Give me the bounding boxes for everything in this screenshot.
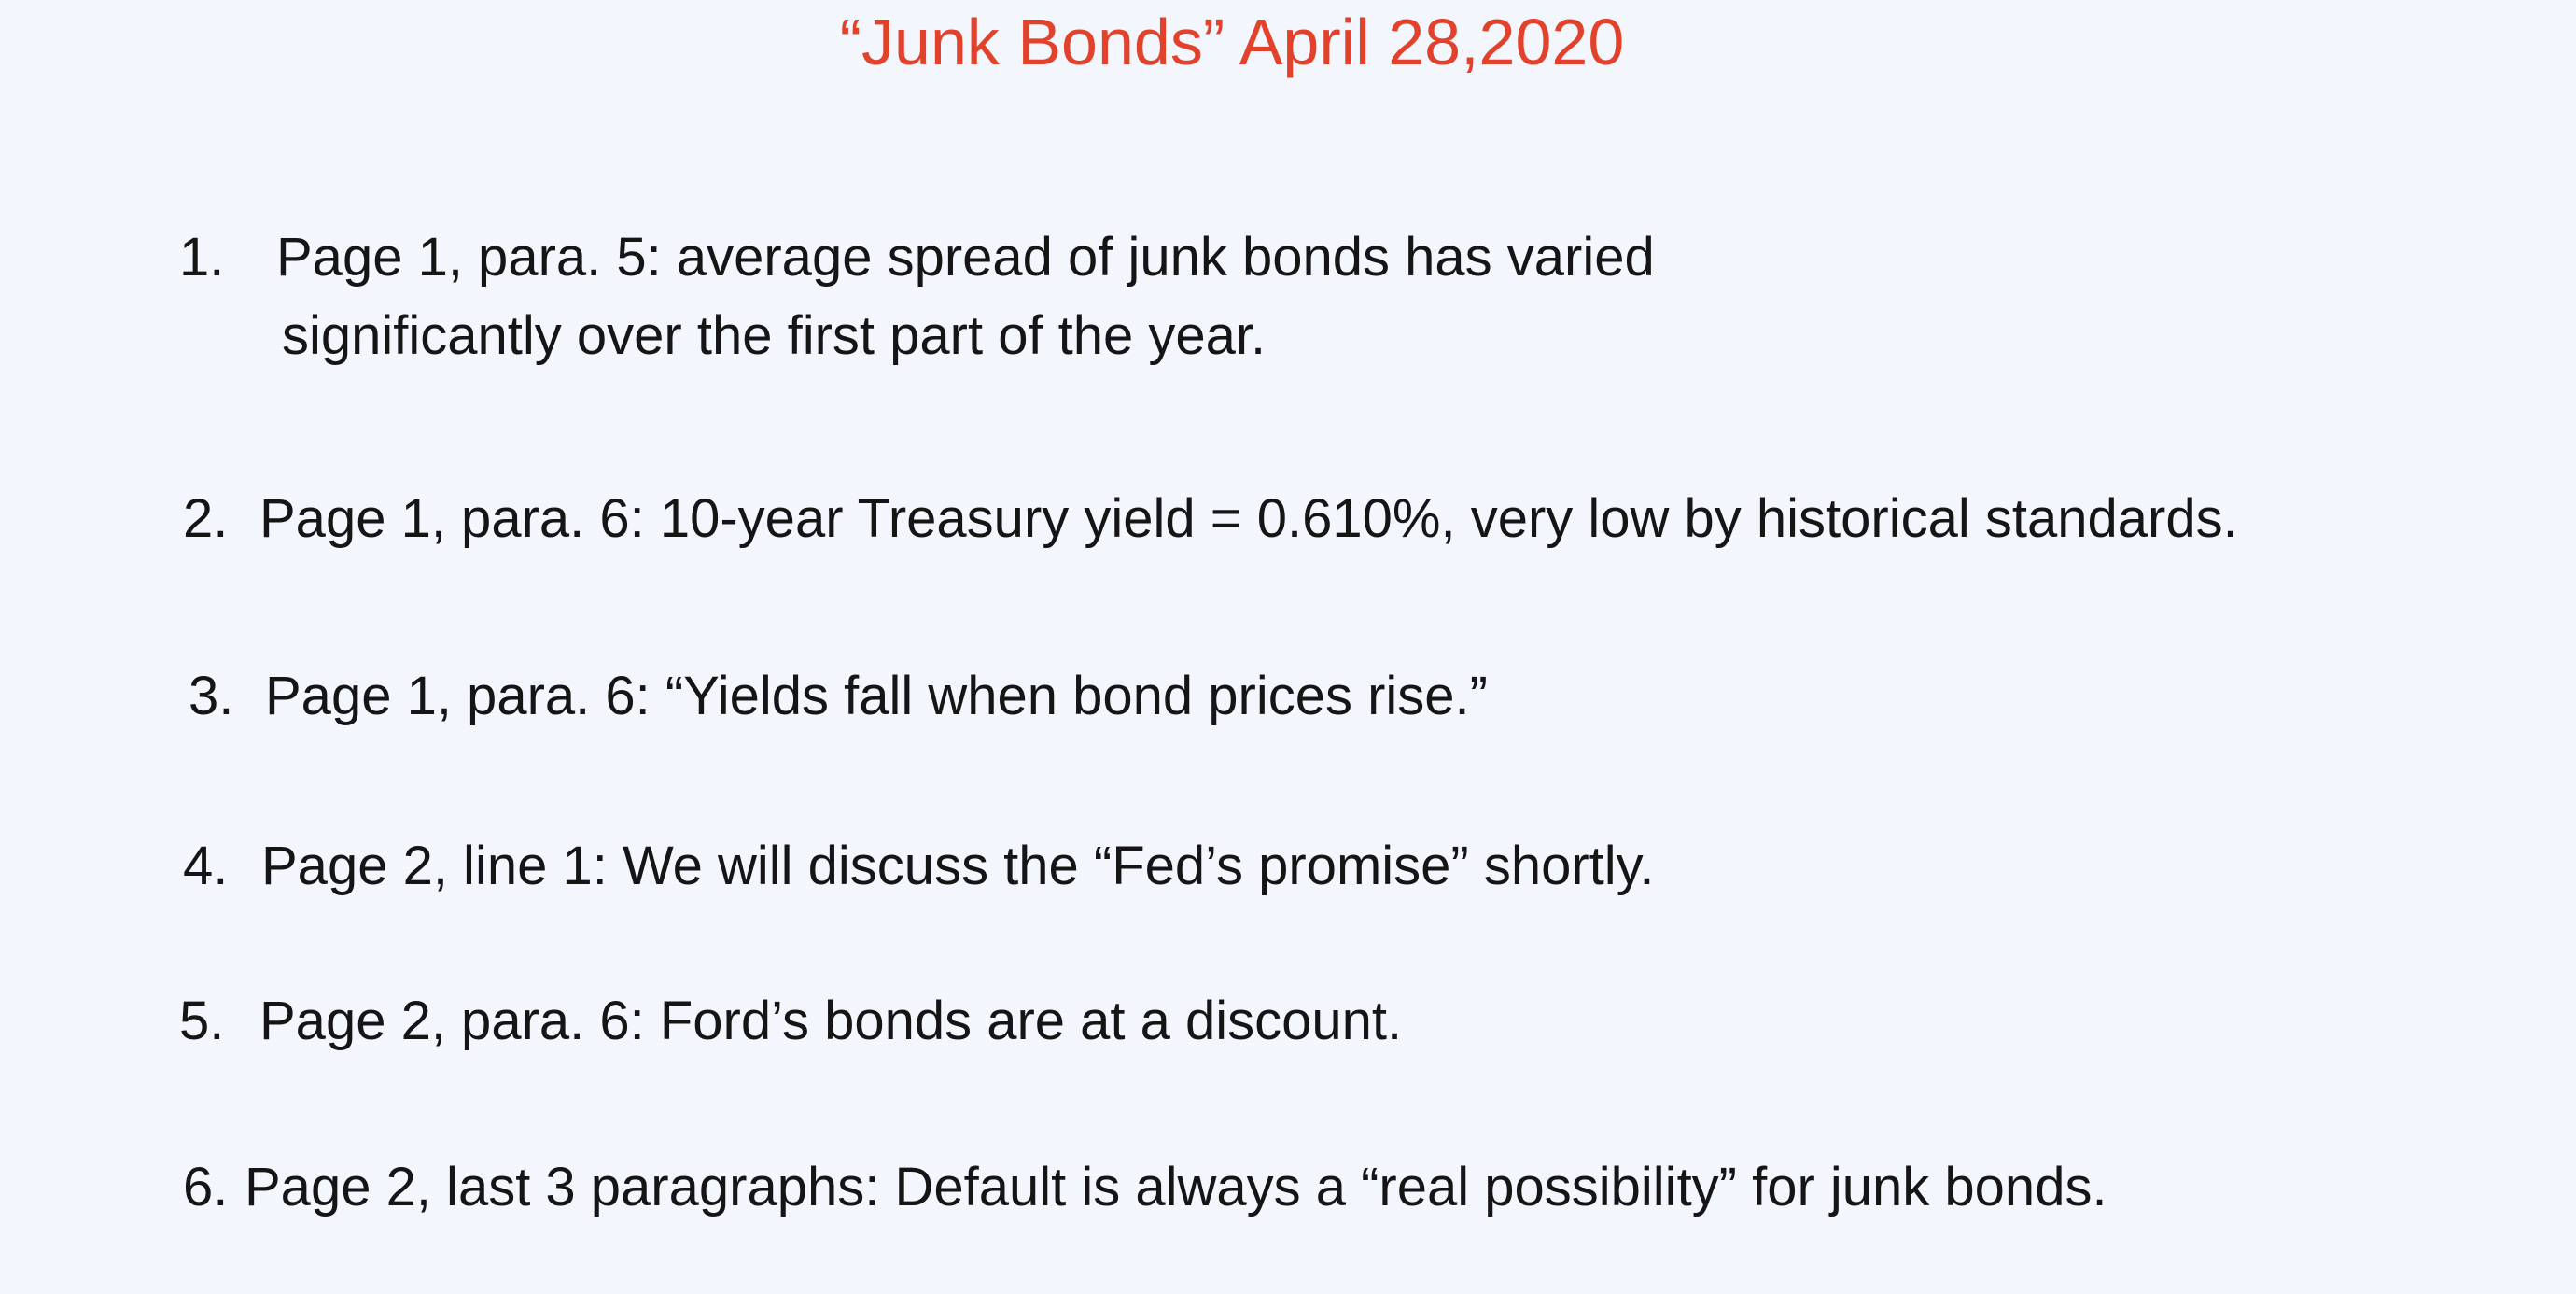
list-item: 1. Page 1, para. 5: average spread of jun… (179, 218, 1655, 375)
list-item-number: 6. (183, 1157, 229, 1217)
list-item-text: Page 1, para. 5: average spread of junk … (276, 227, 1655, 288)
list-item-number: 2. (183, 488, 229, 549)
list-item: 3. Page 1, para. 6: “Yields fall when bon… (189, 657, 1488, 736)
list-item-number: 1. (179, 227, 225, 288)
list-item: 2. Page 1, para. 6: 10-year Treasury yiel… (183, 480, 2238, 558)
list-item-number: 3. (189, 666, 234, 726)
list-item: 5. Page 2, para. 6: Ford’s bonds are at a… (179, 982, 1402, 1061)
list-item-text: Page 1, para. 6: “Yields fall when bond … (265, 666, 1488, 726)
list-item-text: Page 2, para. 6: Ford’s bonds are at a d… (259, 991, 1403, 1051)
list-item: 6. Page 2, last 3 paragraphs: Default is … (183, 1148, 2107, 1227)
list-item-continuation: significantly over the first part of the… (282, 305, 1267, 366)
list-item-text: Page 2, line 1: We will discuss the “Fed… (261, 836, 1655, 896)
slide-title: “Junk Bonds” April 28,2020 (839, 6, 1625, 78)
list-item-number: 4. (183, 836, 229, 896)
list-item-number: 5. (179, 991, 225, 1051)
list-item-text: Page 2, last 3 paragraphs: Default is al… (245, 1157, 2107, 1217)
list-item: 4. Page 2, line 1: We will discuss the “F… (183, 827, 1654, 906)
list-item-text: Page 1, para. 6: 10-year Treasury yield … (259, 488, 2238, 549)
